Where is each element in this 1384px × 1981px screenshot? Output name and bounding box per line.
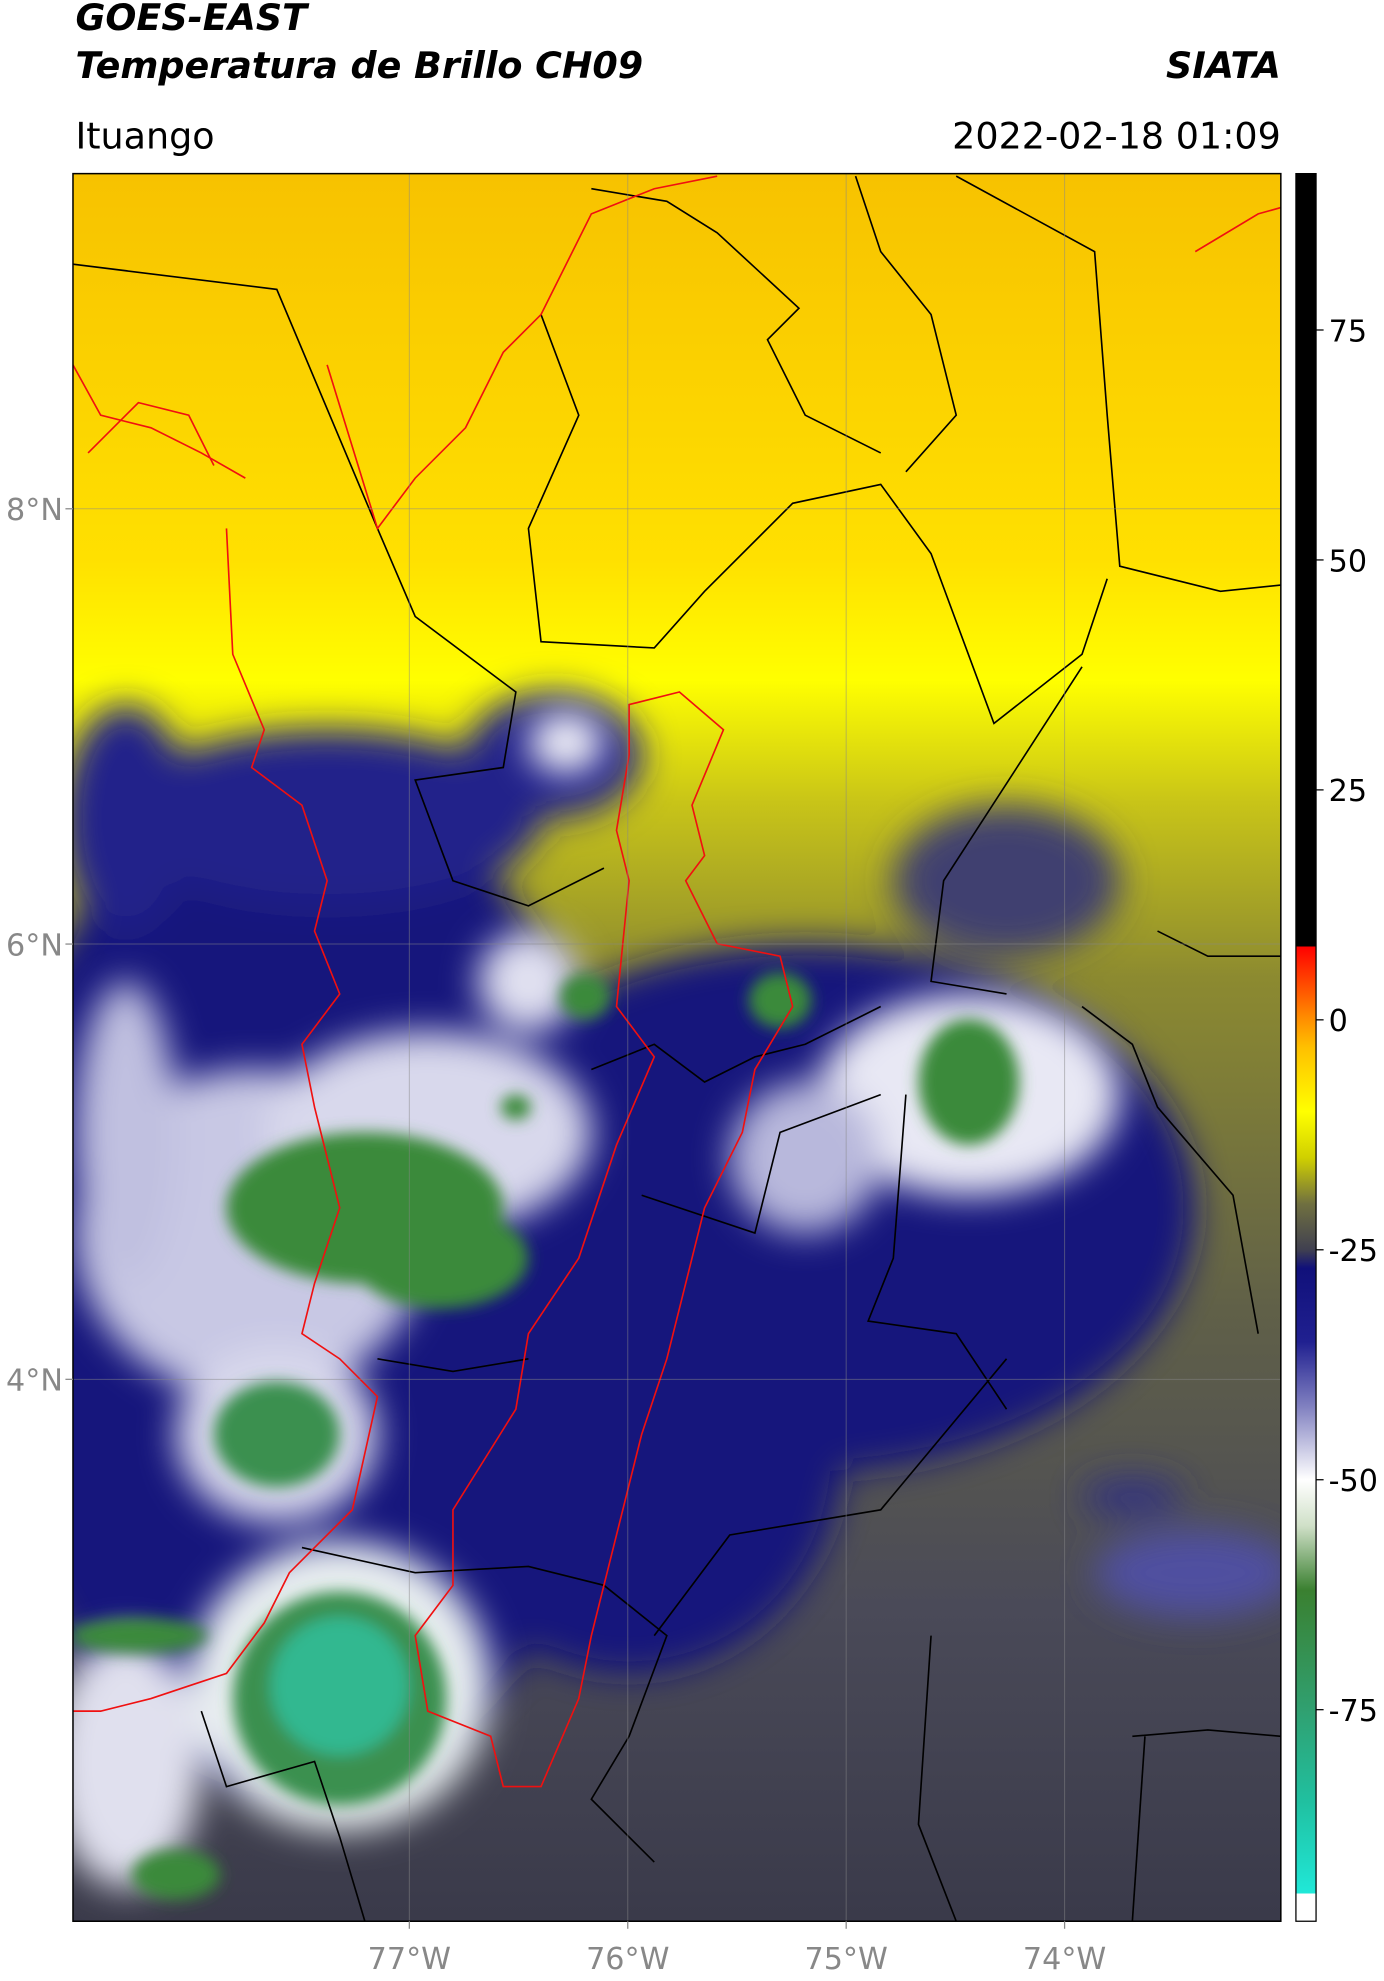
datetime: 2022-02-18 01:09 xyxy=(952,114,1281,157)
agency: SIATA xyxy=(1166,44,1281,87)
map-frame xyxy=(72,172,1282,1922)
colorbar-tick-label: -50 xyxy=(1329,1464,1378,1499)
subtitle: Temperatura de Brillo CH09 xyxy=(75,44,643,87)
x-tick-label: 77°W xyxy=(368,1942,451,1977)
title: GOES-EAST xyxy=(75,0,310,39)
colorbar-tick-label: 75 xyxy=(1329,314,1367,349)
y-tick-label: 6°N xyxy=(6,928,63,963)
colorbar-tick-label: -75 xyxy=(1329,1694,1378,1729)
x-tick-label: 74°W xyxy=(1023,1942,1106,1977)
y-tick-label: 4°N xyxy=(6,1364,63,1399)
colorbar-tick-label: 50 xyxy=(1329,544,1367,579)
colorbar xyxy=(1295,172,1317,1922)
y-tick-label: 8°N xyxy=(6,493,63,528)
colorbar-tick-label: -25 xyxy=(1329,1234,1378,1269)
colorbar-tick-label: 0 xyxy=(1329,1004,1348,1039)
colorbar-tick-label: 25 xyxy=(1329,774,1367,809)
satellite-image xyxy=(72,173,1281,1922)
x-tick-label: 75°W xyxy=(804,1942,887,1977)
x-tick-label: 76°W xyxy=(586,1942,669,1977)
location: Ituango xyxy=(75,114,214,157)
graticule xyxy=(72,173,1281,1922)
